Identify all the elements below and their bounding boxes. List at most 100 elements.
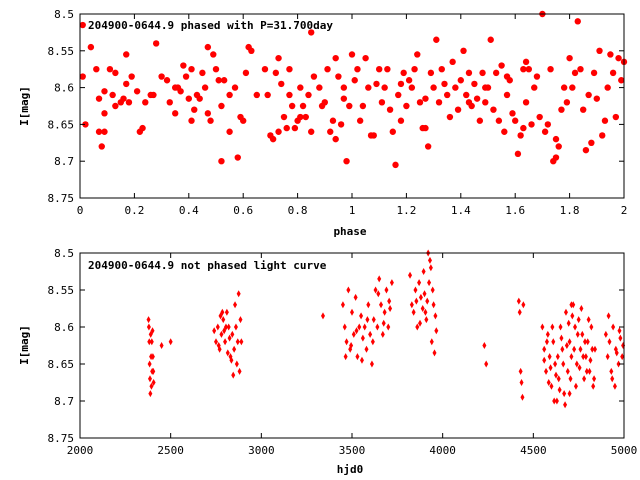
unphased-data-point (591, 382, 596, 390)
unphased-data-point (563, 308, 568, 316)
unphased-data-point (613, 345, 618, 353)
phased-data-point (490, 106, 497, 113)
unphased-data-point (433, 312, 438, 320)
unphased-data-point (223, 338, 228, 346)
unphased-x-tick-label: 3000 (248, 444, 275, 457)
phased-data-point (210, 51, 217, 58)
phased-data-point (403, 102, 410, 110)
phased-data-point (503, 73, 511, 80)
unphased-data-point (349, 342, 354, 349)
phased-data-point (378, 99, 386, 106)
phased-data-point (231, 84, 239, 91)
phased-data-point (463, 91, 470, 99)
unphased-data-point (482, 342, 487, 349)
phased-x-tick-label: 0.2 (124, 204, 144, 217)
unphased-data-point (320, 312, 325, 320)
unphased-data-point (548, 364, 553, 372)
phased-data-point (142, 99, 149, 106)
phased-x-tick-label: 0.4 (179, 204, 199, 217)
phased-data-point (596, 47, 603, 54)
phased-data-point (101, 88, 108, 95)
phased-data-point (389, 128, 396, 135)
unphased-data-point (607, 338, 612, 346)
unphased-data-point (431, 301, 436, 309)
unphased-data-point (234, 360, 239, 368)
phased-data-point (585, 91, 592, 99)
phased-data-point (501, 128, 508, 135)
phased-data-point (577, 66, 584, 73)
unphased-data-point (577, 364, 582, 372)
phased-data-point (234, 154, 241, 161)
phased-data-point (253, 91, 260, 99)
phased-y-tick-label: 8.55 (48, 45, 75, 58)
unphased-data-point (545, 330, 550, 338)
unphased-data-point (151, 379, 156, 386)
phased-y-tick-label: 8.65 (48, 118, 75, 131)
unphased-data-point (618, 334, 623, 342)
unphased-data-point (418, 293, 423, 301)
phased-data-point (218, 158, 225, 165)
unphased-data-point (149, 382, 154, 390)
phased-data-point (599, 132, 606, 139)
phased-data-point (340, 84, 348, 91)
phased-data-point (332, 54, 339, 62)
phased-data-point (128, 73, 135, 80)
phased-data-point (166, 99, 173, 106)
phased-data-point (482, 99, 489, 106)
unphased-data-point (340, 301, 345, 309)
phased-x-ticks: 0 0.2 0.4 0.6 0.8 1 1.2 1.4 1.6 1.8 2 (77, 14, 628, 217)
phased-data-point (525, 66, 532, 73)
phased-data-point (414, 51, 421, 58)
unphased-data-point (553, 360, 558, 368)
phased-data-point (495, 117, 503, 124)
phased-data-point (297, 113, 304, 121)
unphased-data-point (519, 379, 524, 386)
unphased-data-point (225, 349, 230, 357)
phased-data-point (188, 117, 195, 124)
phased-data-point (112, 102, 119, 110)
phased-data-point (405, 77, 413, 84)
unphased-data-point (149, 338, 154, 346)
phased-data-point (376, 66, 383, 73)
unphased-data-point (557, 386, 562, 394)
phased-panel: 0 0.2 0.4 0.6 0.8 1 1.2 1.4 1.6 1.8 2 8.58.558.68.… (18, 8, 627, 238)
unphased-data-point (370, 338, 375, 346)
unphased-data-point (567, 390, 572, 398)
unphased-data-point (583, 353, 588, 361)
phased-data-point (158, 73, 165, 80)
phased-data-point (593, 95, 600, 102)
unphased-data-point (583, 338, 588, 346)
unphased-chart-title: 204900-0644.9 not phased light curve (88, 259, 327, 272)
unphased-data-point (386, 323, 391, 331)
phased-data-point (552, 154, 560, 161)
unphased-y-tick-label: 8.7 (54, 395, 74, 408)
unphased-data-point (576, 316, 581, 324)
unphased-data-point (565, 367, 570, 375)
phased-data-point (133, 88, 141, 95)
unphased-data-point (589, 323, 594, 331)
unphased-data-point (555, 353, 560, 361)
unphased-data-point (362, 323, 367, 331)
phased-data-point (264, 91, 271, 99)
unphased-data-point (554, 397, 559, 405)
phased-x-tick-label: 2 (621, 204, 628, 217)
unphased-data-point (542, 345, 547, 353)
phased-data-point (457, 77, 464, 84)
unphased-data-point (610, 375, 615, 383)
phased-data-point (512, 117, 519, 124)
unphased-data-point (429, 338, 434, 346)
phased-data-point (283, 124, 290, 132)
phased-x-tick-label: 0.6 (233, 204, 253, 217)
phased-data-point (180, 62, 187, 69)
unphased-data-point (215, 323, 220, 331)
unphased-data-point (231, 371, 236, 379)
phased-data-point (522, 58, 530, 66)
unphased-x-tick-label: 4000 (429, 444, 456, 457)
unphased-data-point (216, 342, 221, 349)
phased-x-tick-label: 0 (77, 204, 84, 217)
phased-data-point (446, 113, 454, 121)
unphased-data-point (590, 345, 595, 353)
phased-data-point (321, 99, 328, 106)
unphased-data-point (421, 268, 426, 275)
